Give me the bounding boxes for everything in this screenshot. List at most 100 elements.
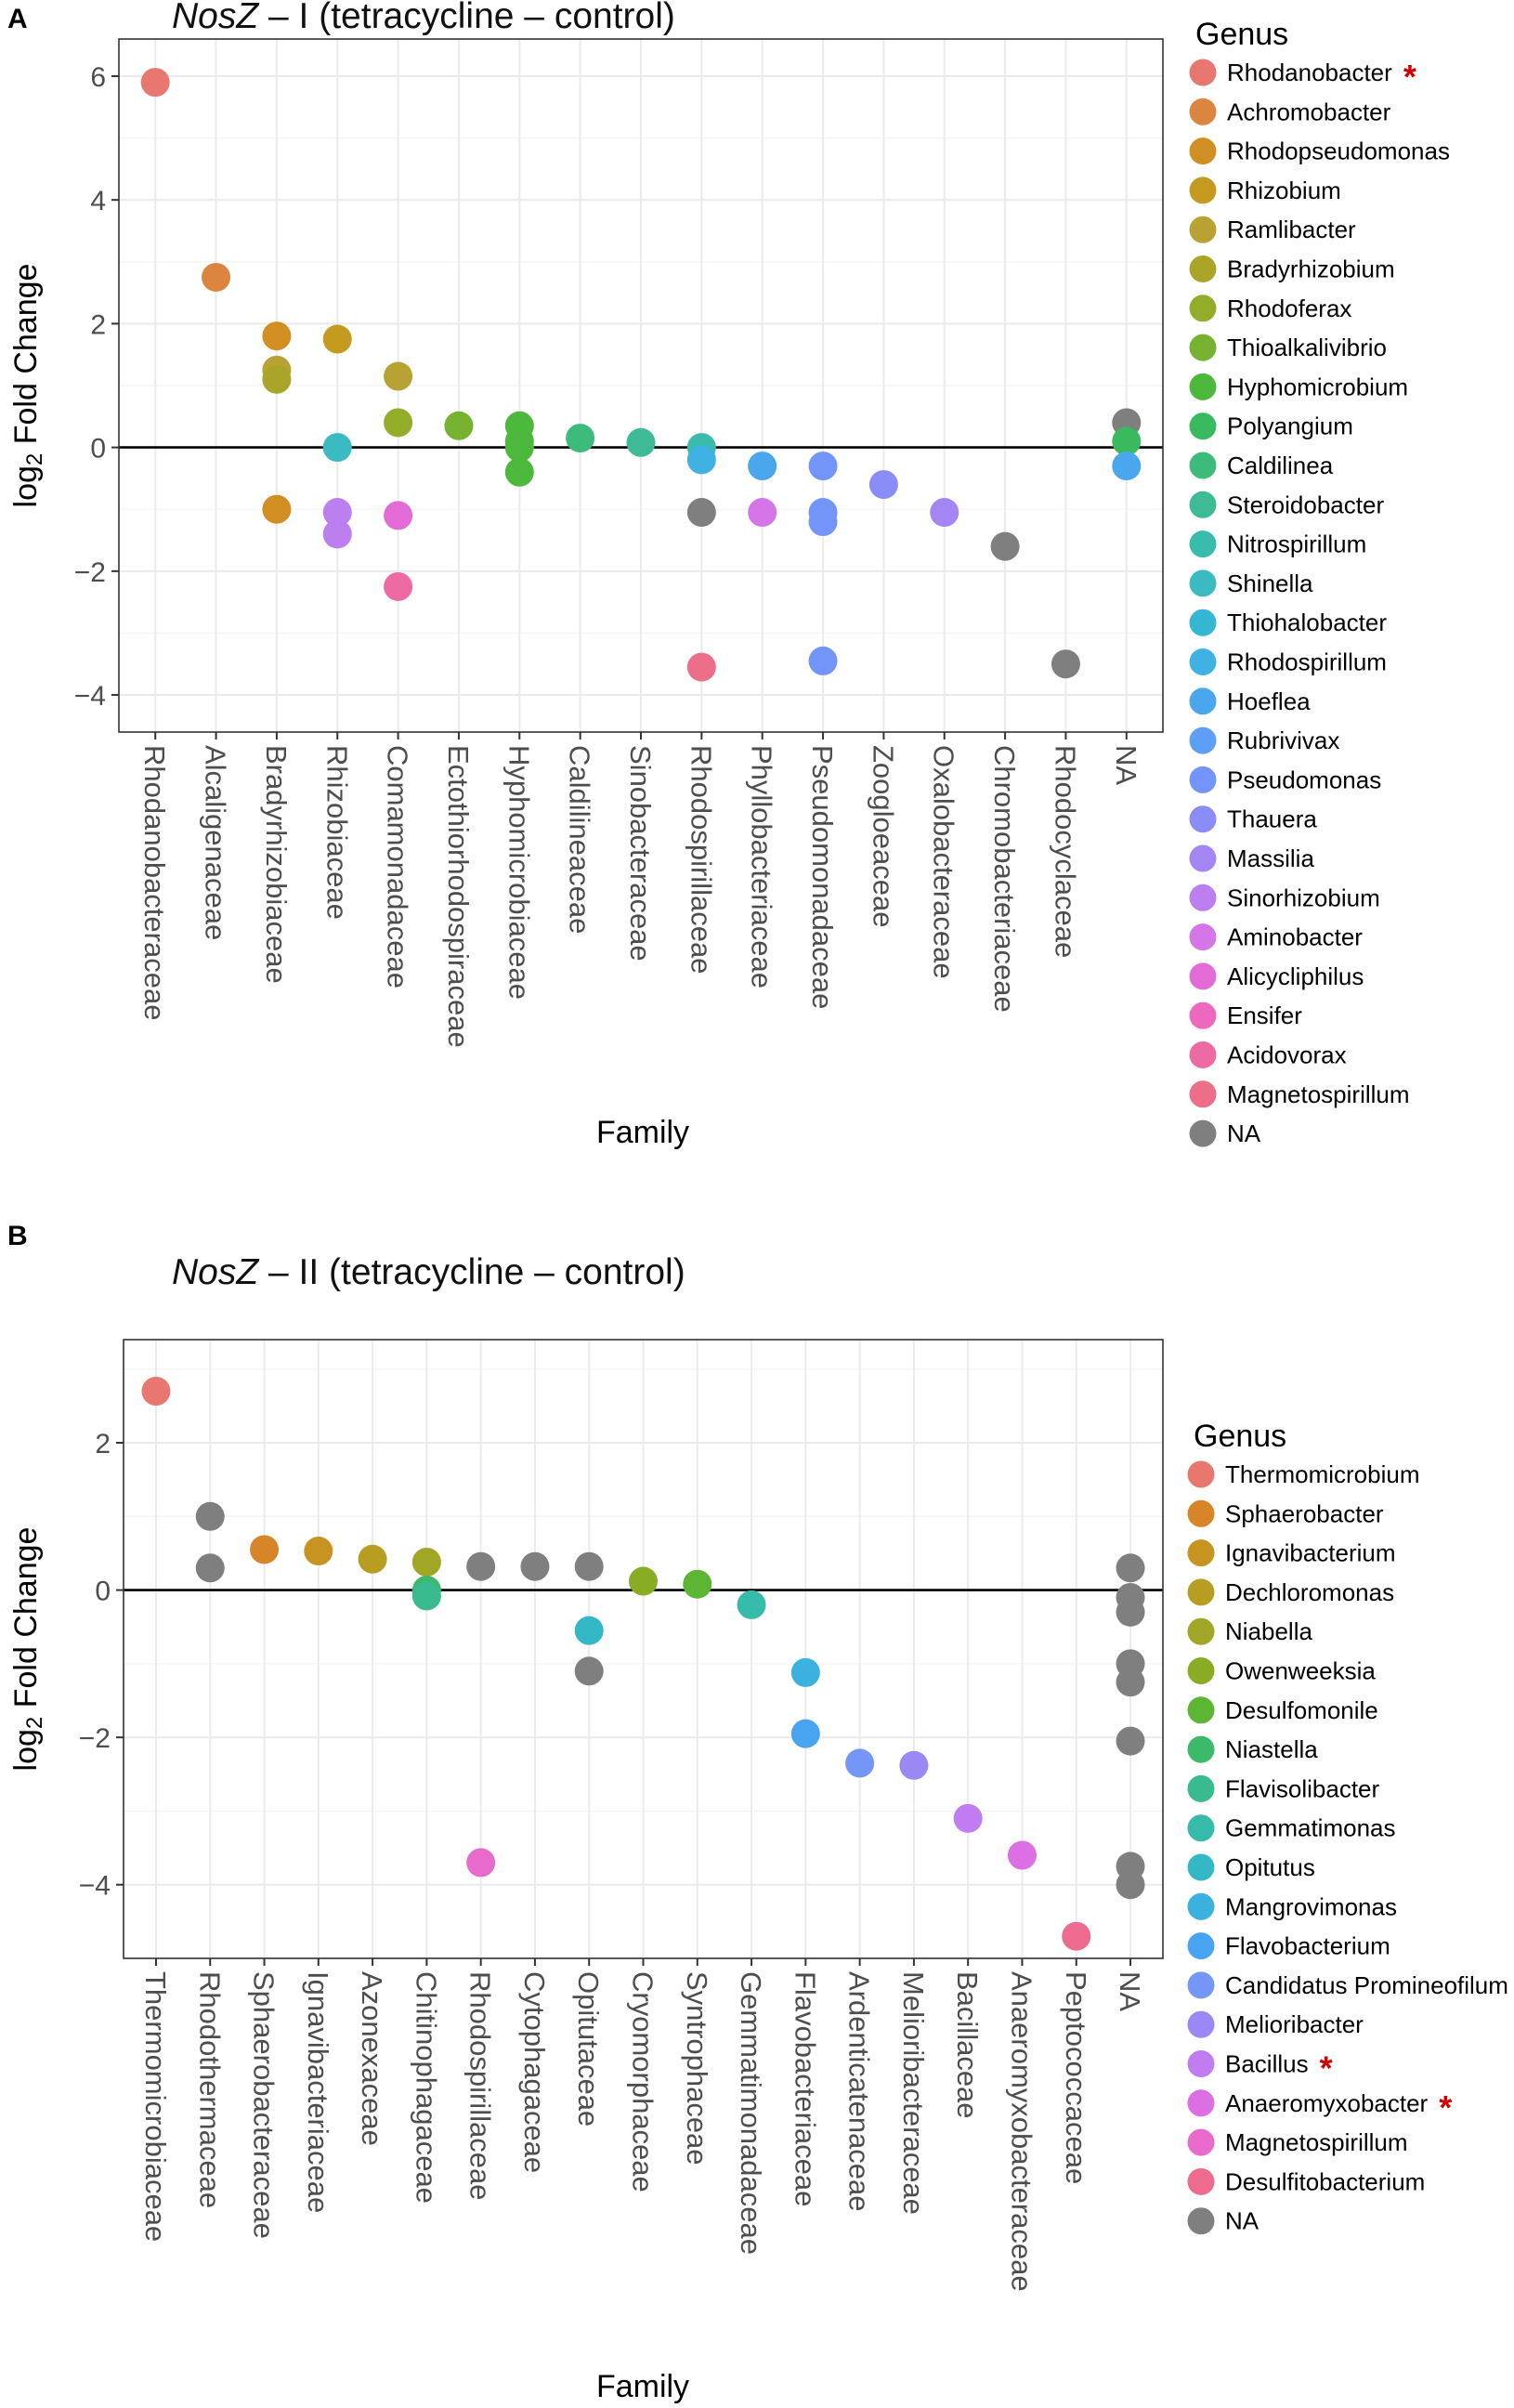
grid	[124, 1340, 1163, 1959]
legend-swatch	[1187, 1657, 1215, 1684]
legend-label: Rubrivivax	[1227, 726, 1339, 754]
data-point	[899, 1750, 929, 1780]
legend-label: Sinorhizobium	[1227, 883, 1380, 911]
x-tick-label: Cytophagaceae	[518, 1971, 551, 2173]
x-tick-label: Chitinophagaceae	[410, 1971, 442, 2204]
legend-swatch	[1187, 1971, 1215, 1999]
x-tick-label: Cryomorphaceae	[627, 1971, 659, 2192]
data-point	[304, 1537, 333, 1566]
x-tick-label: Chromobacteriaceae	[988, 745, 1021, 1013]
data-point	[629, 1566, 658, 1596]
legend-label: NA	[1227, 1119, 1261, 1147]
x-tick-label: Rhodanobacteraceae	[138, 745, 171, 1020]
legend-label: Opitutus	[1225, 1853, 1315, 1881]
legend-swatch	[1187, 2207, 1215, 2235]
legend-label: Ensifer	[1227, 1001, 1302, 1029]
legend-swatch	[1189, 1001, 1217, 1029]
legend-label: Flavisolibacter	[1225, 1774, 1380, 1802]
data-point	[1051, 649, 1080, 679]
significance-star: *	[1439, 2088, 1452, 2127]
data-point	[504, 457, 534, 487]
legend-label: Rhodoferax	[1227, 294, 1351, 322]
x-tick-label: Ardenticatenaceae	[843, 1971, 876, 2212]
legend-label: Rhodospirillum	[1227, 648, 1387, 676]
data-point	[195, 1553, 225, 1583]
legend-label: Desulfomonile	[1225, 1696, 1378, 1724]
legend-label: Niabella	[1225, 1617, 1312, 1645]
data-point	[195, 1501, 225, 1531]
legend-title: Genus	[1195, 17, 1288, 52]
legend-label: Steroidobacter	[1227, 491, 1384, 518]
x-tick-label: NA	[1114, 1971, 1146, 2011]
legend-label: Alicycliphilus	[1227, 962, 1364, 990]
x-tick-label: Phyllobacteriaceae	[746, 745, 778, 988]
legend-label: Hyphomicrobium	[1227, 373, 1408, 400]
legend: Genus Thermomicrobium Sphaerobacter Ignavib…	[1187, 1419, 1508, 2235]
x-tick-label: Rhizobiaceae	[320, 745, 353, 920]
x-tick-label: Ignavibacteriaceae	[302, 1971, 334, 2213]
data-point	[1062, 1921, 1091, 1951]
data-point	[930, 498, 959, 528]
legend-swatch	[1187, 1814, 1215, 1842]
data-point	[1007, 1840, 1037, 1870]
legend-label: Magnetospirillum	[1227, 1080, 1410, 1108]
data-point	[1112, 452, 1142, 481]
legend-swatch	[1189, 177, 1217, 204]
legend-label: Aminobacter	[1227, 923, 1363, 951]
data-point	[466, 1551, 496, 1581]
data-point	[262, 321, 292, 351]
legend-swatch	[1189, 569, 1217, 597]
x-tick-label: Sphaerobacteraceae	[248, 1971, 281, 2239]
legend-label: Anaeromyxobacter	[1225, 2089, 1429, 2117]
legend-swatch	[1189, 1080, 1217, 1108]
x-tick-label: Opitutaceae	[572, 1971, 605, 2127]
legend-label: Pseudomonas	[1227, 766, 1381, 793]
legend-label: Gemmatimonas	[1225, 1814, 1396, 1842]
legend-label: NA	[1225, 2207, 1259, 2235]
legend-swatch	[1189, 1041, 1217, 1068]
significance-star: *	[1320, 2049, 1333, 2087]
y-tick-label: −2	[74, 557, 106, 588]
legend-label: Owenweeksia	[1225, 1657, 1376, 1685]
data-point	[808, 452, 838, 481]
legend-swatch	[1189, 648, 1217, 675]
legend-title: Genus	[1194, 1419, 1286, 1454]
legend-swatch	[1189, 334, 1217, 361]
x-tick-label: Rhodospirillaceae	[685, 745, 717, 974]
data-point	[262, 364, 292, 394]
chart-title-gene: NosZ	[172, 1252, 259, 1292]
legend-swatch	[1189, 923, 1217, 951]
data-point	[868, 470, 898, 500]
legend-label: Sphaerobacter	[1225, 1499, 1384, 1527]
legend-label: Thiohalobacter	[1227, 609, 1387, 636]
legend-swatch	[1189, 1119, 1217, 1147]
data-point	[808, 507, 838, 537]
data-point	[686, 445, 716, 475]
legend-swatch	[1189, 844, 1217, 872]
data-point	[322, 498, 352, 528]
legend-swatch	[1187, 2089, 1215, 2117]
data-point	[1116, 1726, 1145, 1756]
x-tick-label: Comamonadaceae	[382, 745, 414, 988]
x-tick-label: Rhodothermaceae	[193, 1971, 226, 2208]
data-point	[953, 1803, 983, 1833]
data-point	[1116, 1668, 1145, 1697]
chart-title: NosZ – I (tetracycline – control)	[172, 0, 675, 36]
legend-label: Rhizobium	[1227, 177, 1341, 204]
x-tick-label: Syntrophaceae	[681, 1971, 713, 2166]
legend-label: Ramlibacter	[1227, 216, 1356, 243]
data-point	[686, 498, 716, 528]
x-tick-label: Sinobacteraceae	[624, 745, 657, 962]
data-point	[626, 427, 656, 457]
data-point	[262, 494, 292, 524]
x-tick-label: Peptococcaceae	[1060, 1971, 1092, 2184]
significance-star: *	[1403, 58, 1416, 96]
data-point	[140, 68, 170, 98]
legend-swatch	[1189, 59, 1217, 86]
data-point	[358, 1544, 387, 1574]
legend-swatch	[1189, 294, 1217, 322]
legend-label: Mangrovimonas	[1225, 1892, 1397, 1920]
data-point	[322, 519, 352, 549]
data-point	[574, 1656, 604, 1686]
data-point	[1112, 426, 1142, 456]
